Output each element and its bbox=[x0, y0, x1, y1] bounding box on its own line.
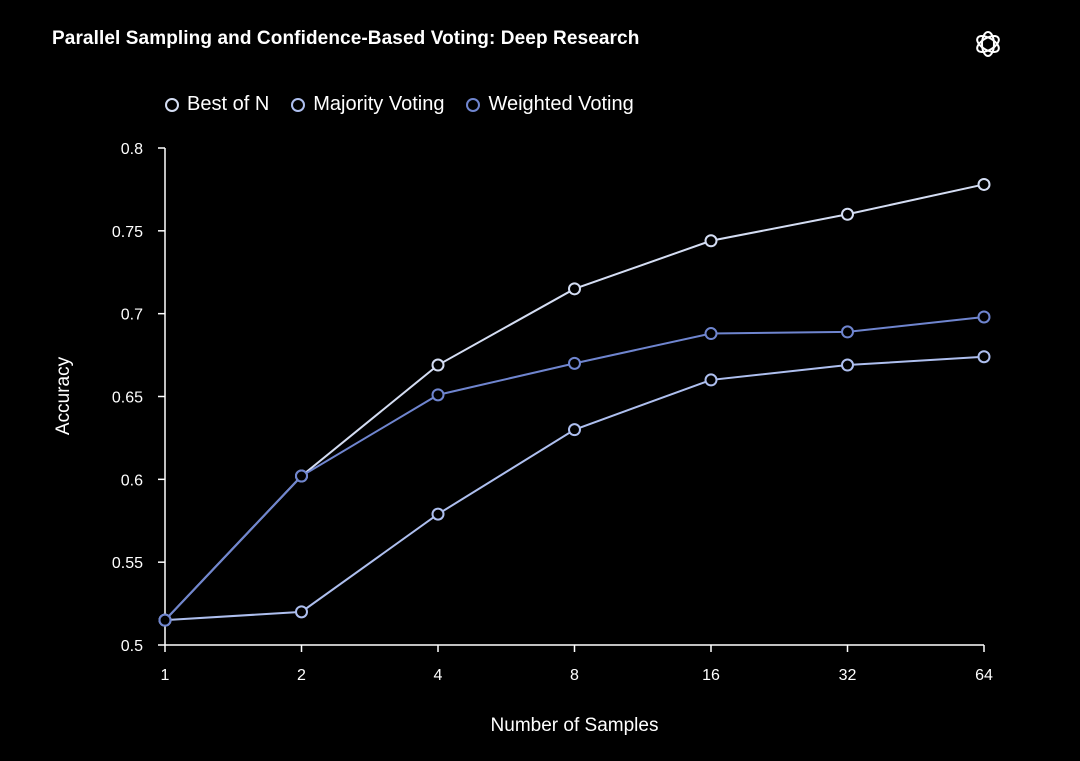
series-points bbox=[158, 177, 991, 627]
data-point-weighted-voting[interactable] bbox=[295, 469, 308, 483]
data-point-best-of-n[interactable] bbox=[568, 282, 581, 296]
x-tick-label: 8 bbox=[570, 667, 579, 684]
y-ticks: 0.5 0.55 0.6 0.65 0.7 0.75 0.8 bbox=[112, 141, 165, 655]
y-axis-title: Accuracy bbox=[53, 356, 74, 435]
chart-legend: Best of N Majority Voting Weighted Votin… bbox=[165, 93, 634, 116]
legend-label-majority-voting: Majority Voting bbox=[313, 93, 445, 115]
data-point-weighted-voting[interactable] bbox=[977, 310, 991, 324]
series-line-majority-voting bbox=[164, 355, 985, 622]
y-tick-label: 0.65 bbox=[112, 390, 143, 407]
data-point-weighted-voting[interactable] bbox=[431, 388, 445, 402]
data-point-majority-voting[interactable] bbox=[704, 373, 718, 387]
legend-item-best-of-n[interactable]: Best of N bbox=[165, 93, 269, 116]
data-point-weighted-voting[interactable] bbox=[158, 613, 172, 627]
x-tick-label: 32 bbox=[839, 667, 857, 684]
legend-marker-best-of-n bbox=[165, 97, 179, 112]
y-tick-label: 0.75 bbox=[112, 224, 143, 241]
y-tick-label: 0.5 bbox=[121, 638, 143, 655]
data-point-best-of-n[interactable] bbox=[841, 207, 854, 221]
x-ticks: 1 2 4 8 16 32 64 bbox=[161, 645, 993, 684]
data-point-majority-voting[interactable] bbox=[295, 605, 308, 619]
data-point-majority-voting[interactable] bbox=[431, 507, 445, 521]
series-line-best-of-n bbox=[164, 183, 985, 621]
legend-marker-weighted-voting bbox=[466, 97, 481, 112]
data-point-best-of-n[interactable] bbox=[431, 358, 445, 372]
x-tick-label: 16 bbox=[702, 667, 720, 684]
data-point-majority-voting[interactable] bbox=[841, 358, 854, 372]
x-tick-label: 1 bbox=[161, 667, 170, 684]
x-tick-label: 2 bbox=[297, 667, 306, 684]
y-tick-label: 0.55 bbox=[112, 555, 143, 572]
legend-label-weighted-voting: Weighted Voting bbox=[488, 93, 634, 115]
y-tick-label: 0.7 bbox=[121, 307, 143, 324]
data-point-best-of-n[interactable] bbox=[977, 177, 991, 191]
y-tick-label: 0.8 bbox=[121, 141, 143, 158]
x-tick-label: 64 bbox=[975, 667, 993, 684]
legend-marker-majority-voting bbox=[291, 97, 306, 112]
series-lines bbox=[164, 183, 985, 622]
y-tick-label: 0.6 bbox=[121, 472, 143, 489]
legend-label-best-of-n: Best of N bbox=[187, 93, 270, 115]
openai-logo-icon bbox=[976, 31, 1000, 57]
data-point-majority-voting[interactable] bbox=[977, 350, 991, 364]
legend-item-majority-voting[interactable]: Majority Voting bbox=[291, 93, 444, 116]
x-axis-title: Number of Samples bbox=[491, 715, 659, 736]
data-point-weighted-voting[interactable] bbox=[841, 325, 854, 339]
data-point-weighted-voting[interactable] bbox=[704, 327, 718, 341]
data-point-majority-voting[interactable] bbox=[568, 423, 581, 437]
data-point-best-of-n[interactable] bbox=[704, 234, 718, 248]
data-point-weighted-voting[interactable] bbox=[568, 356, 581, 370]
x-tick-label: 4 bbox=[434, 667, 443, 684]
legend-item-weighted-voting[interactable]: Weighted Voting bbox=[466, 93, 634, 116]
chart-title: Parallel Sampling and Confidence-Based V… bbox=[52, 28, 640, 49]
